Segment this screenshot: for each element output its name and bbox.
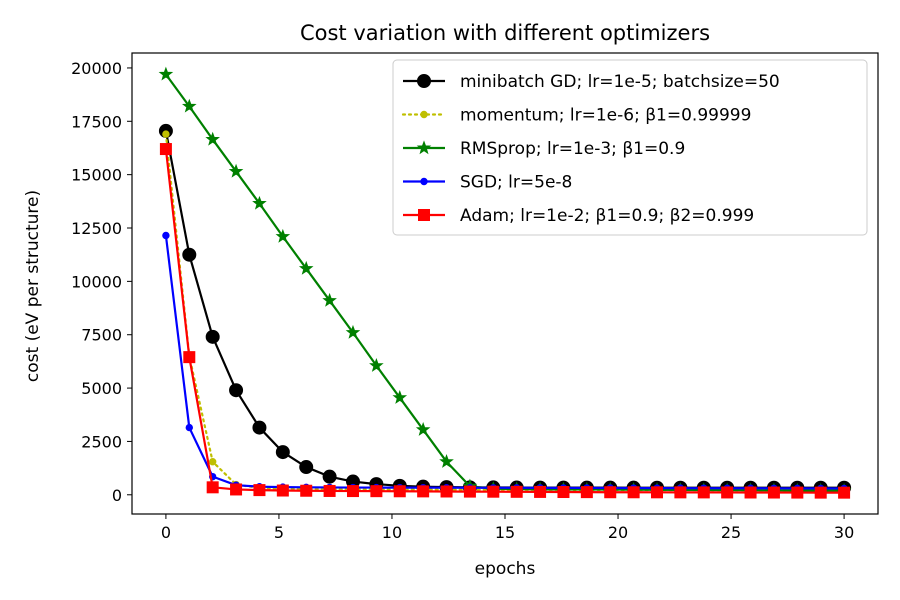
data-point xyxy=(275,445,290,460)
plot-frame xyxy=(131,52,879,515)
legend-entry: RMSprop; lr=1e-3; β1=0.9 xyxy=(403,139,685,159)
data-point xyxy=(275,228,291,243)
data-point xyxy=(299,460,314,475)
data-point xyxy=(369,358,384,372)
legend-entry: momentum; lr=1e-6; β1=0.99999 xyxy=(401,106,751,126)
x-tick-label: 15 xyxy=(495,523,515,542)
x-tick-label: 10 xyxy=(382,523,402,542)
chart-title: Cost variation with different optimizers xyxy=(300,21,710,45)
data-point xyxy=(604,486,617,499)
data-point xyxy=(298,260,314,275)
data-point xyxy=(370,485,383,498)
data-point xyxy=(253,484,266,497)
data-point xyxy=(159,143,172,156)
data-point xyxy=(252,195,267,210)
data-point xyxy=(417,485,430,498)
legend-frame xyxy=(392,59,868,236)
data-point xyxy=(697,486,710,499)
y-tick-label: 2500 xyxy=(81,432,122,451)
data-point xyxy=(252,420,267,435)
legend-label: momentum; lr=1e-6; β1=0.99999 xyxy=(460,106,751,126)
data-point xyxy=(345,324,361,339)
data-point xyxy=(439,454,454,468)
x-tick-label: 30 xyxy=(834,523,854,542)
data-point xyxy=(158,66,174,81)
data-point xyxy=(440,485,453,498)
data-point xyxy=(230,483,243,496)
y-tick-label: 17500 xyxy=(71,112,122,131)
data-point xyxy=(393,485,406,498)
data-point xyxy=(510,485,523,498)
data-point xyxy=(205,131,220,146)
series-4 xyxy=(159,143,851,499)
data-point xyxy=(674,486,687,499)
legend-marker xyxy=(418,209,430,221)
data-point xyxy=(228,163,244,178)
x-tick-label: 20 xyxy=(608,523,628,542)
data-point xyxy=(162,231,170,240)
x-axis-label: epochs xyxy=(475,559,536,579)
plot-area: 0 5 10 15 20 25 30 0 2500 5000 7500 10000 12500 15000… xyxy=(71,52,879,542)
data-point xyxy=(183,351,196,364)
legend-marker xyxy=(416,140,432,155)
data-point xyxy=(651,486,664,499)
data-point xyxy=(463,485,476,498)
data-point xyxy=(534,485,547,498)
data-point xyxy=(838,486,851,499)
data-point xyxy=(182,247,197,262)
data-point xyxy=(206,481,219,494)
legend-entry: SGD; lr=5e-8 xyxy=(403,173,572,193)
data-point xyxy=(162,130,170,138)
data-point xyxy=(323,484,336,497)
data-point xyxy=(767,486,780,499)
y-axis-label: cost (eV per structure) xyxy=(23,190,43,382)
x-tick-label: 5 xyxy=(274,523,284,542)
data-point xyxy=(580,486,593,499)
y-tick-label: 10000 xyxy=(71,272,122,291)
y-tick-label: 15000 xyxy=(71,166,122,185)
data-point xyxy=(557,486,570,499)
data-point xyxy=(205,329,220,344)
data-point xyxy=(229,383,244,398)
y-tick-label: 20000 xyxy=(71,59,122,78)
data-point xyxy=(487,485,500,498)
data-point xyxy=(322,292,337,307)
y-tick-label: 0 xyxy=(112,486,122,505)
data-point xyxy=(627,486,640,499)
legend-label: RMSprop; lr=1e-3; β1=0.9 xyxy=(460,139,685,159)
legend-label: SGD; lr=5e-8 xyxy=(460,173,572,193)
data-point xyxy=(182,98,197,113)
legend-entry: minibatch GD; lr=1e-5; batchsize=50 xyxy=(403,72,780,92)
legend-entry: Adam; lr=1e-2; β1=0.9; β2=0.999 xyxy=(403,206,754,226)
legend-marker xyxy=(420,177,428,186)
data-point xyxy=(322,469,337,484)
y-tick-label: 7500 xyxy=(81,326,122,345)
data-point xyxy=(346,485,359,498)
data-point xyxy=(791,486,804,499)
x-tick-label: 0 xyxy=(161,523,171,542)
y-tick-label: 5000 xyxy=(81,379,122,398)
data-point xyxy=(300,484,313,497)
data-point xyxy=(392,390,408,404)
legend: minibatch GD; lr=1e-5; batchsize=50 momen… xyxy=(392,59,868,236)
data-point xyxy=(721,486,734,499)
legend-marker xyxy=(420,110,428,119)
data-point xyxy=(415,422,431,436)
legend-label: minibatch GD; lr=1e-5; batchsize=50 xyxy=(460,72,780,92)
legend-marker xyxy=(417,74,431,88)
data-point xyxy=(744,486,757,499)
y-tick-label: 12500 xyxy=(71,219,122,238)
legend-label: Adam; lr=1e-2; β1=0.9; β2=0.999 xyxy=(460,206,754,226)
data-point xyxy=(208,458,217,466)
data-point xyxy=(276,484,289,497)
x-tick-label: 25 xyxy=(721,523,741,542)
data-point xyxy=(185,423,193,432)
data-point xyxy=(814,486,827,499)
